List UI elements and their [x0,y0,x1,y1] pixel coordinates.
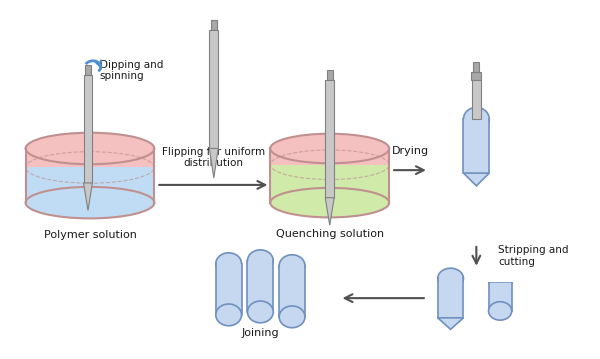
Ellipse shape [438,268,463,289]
Polygon shape [463,173,489,186]
Text: Polymer solution: Polymer solution [44,230,136,240]
Polygon shape [438,318,463,329]
Ellipse shape [270,134,389,163]
Ellipse shape [279,306,305,328]
Polygon shape [325,80,334,198]
Polygon shape [438,279,463,318]
Polygon shape [270,149,389,165]
Polygon shape [270,165,389,202]
Ellipse shape [279,255,305,276]
Text: Quenching solution: Quenching solution [275,229,384,239]
Polygon shape [83,75,92,183]
Polygon shape [211,20,217,31]
Text: Flipping for uniform
distribution: Flipping for uniform distribution [162,146,265,168]
Polygon shape [83,183,92,210]
Ellipse shape [270,188,389,218]
Polygon shape [209,149,218,178]
Ellipse shape [247,301,273,323]
Ellipse shape [488,302,512,320]
Polygon shape [279,266,305,317]
Polygon shape [473,62,479,72]
Polygon shape [472,80,481,119]
Text: Stripping and
cutting: Stripping and cutting [498,245,569,267]
Polygon shape [216,264,242,315]
Ellipse shape [26,187,154,218]
Polygon shape [247,261,273,312]
Polygon shape [472,72,481,80]
Polygon shape [209,31,218,149]
Polygon shape [327,70,332,80]
Polygon shape [488,283,512,311]
Text: Drying: Drying [391,146,428,157]
Ellipse shape [26,133,154,164]
Polygon shape [325,198,334,225]
Ellipse shape [463,107,489,130]
Text: Dipping and
spinning: Dipping and spinning [100,60,163,81]
Polygon shape [26,167,154,202]
Polygon shape [85,65,91,75]
Text: Joining: Joining [242,328,279,338]
Ellipse shape [247,250,273,272]
Ellipse shape [216,253,242,275]
Polygon shape [463,119,489,173]
Ellipse shape [216,304,242,326]
Polygon shape [26,149,154,167]
